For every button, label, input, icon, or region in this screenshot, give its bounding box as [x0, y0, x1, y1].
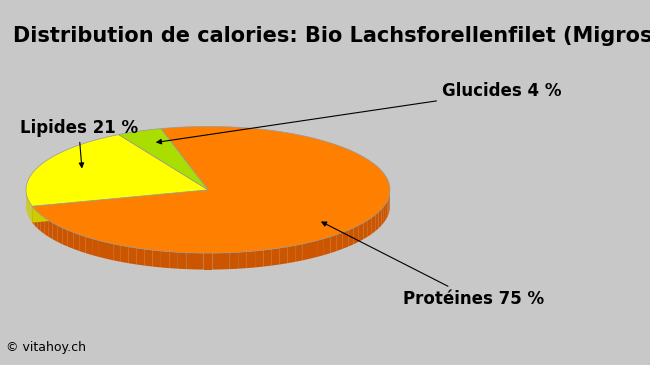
Polygon shape	[86, 237, 92, 255]
Polygon shape	[303, 242, 310, 260]
Polygon shape	[48, 220, 53, 239]
Polygon shape	[26, 135, 208, 206]
Text: Glucides 4 %: Glucides 4 %	[157, 82, 562, 144]
Text: Lipides 21 %: Lipides 21 %	[20, 119, 138, 168]
Polygon shape	[343, 230, 348, 249]
Polygon shape	[136, 248, 144, 266]
Polygon shape	[53, 223, 57, 242]
Polygon shape	[330, 235, 337, 253]
Polygon shape	[41, 215, 44, 234]
Polygon shape	[129, 247, 136, 265]
Polygon shape	[195, 253, 203, 270]
Polygon shape	[238, 252, 247, 269]
Polygon shape	[121, 245, 129, 263]
Polygon shape	[386, 200, 387, 220]
Polygon shape	[337, 233, 343, 251]
Polygon shape	[213, 253, 221, 270]
Polygon shape	[348, 228, 354, 247]
Polygon shape	[169, 252, 178, 269]
Polygon shape	[263, 249, 272, 266]
Polygon shape	[375, 212, 378, 231]
Polygon shape	[187, 253, 195, 269]
Polygon shape	[384, 203, 386, 223]
Polygon shape	[324, 237, 330, 255]
Polygon shape	[144, 249, 153, 266]
Polygon shape	[363, 220, 368, 239]
Polygon shape	[57, 225, 62, 244]
Polygon shape	[203, 253, 213, 270]
Polygon shape	[317, 239, 324, 257]
Polygon shape	[38, 212, 41, 231]
Polygon shape	[295, 244, 303, 262]
Polygon shape	[62, 228, 68, 247]
Polygon shape	[34, 209, 38, 228]
Polygon shape	[113, 244, 121, 262]
Polygon shape	[99, 241, 106, 259]
Polygon shape	[221, 253, 229, 269]
Polygon shape	[68, 230, 73, 249]
Polygon shape	[387, 197, 389, 217]
Polygon shape	[106, 242, 113, 260]
Polygon shape	[354, 225, 359, 244]
Polygon shape	[44, 218, 48, 237]
Polygon shape	[32, 190, 208, 223]
Polygon shape	[119, 128, 208, 190]
Polygon shape	[247, 251, 255, 268]
Polygon shape	[153, 250, 161, 268]
Polygon shape	[280, 247, 287, 265]
Polygon shape	[382, 206, 383, 226]
Polygon shape	[272, 248, 280, 266]
Polygon shape	[255, 250, 263, 268]
Polygon shape	[79, 235, 86, 253]
Polygon shape	[368, 218, 372, 237]
Text: Protéines 75 %: Protéines 75 %	[322, 222, 544, 308]
Polygon shape	[32, 206, 34, 226]
Polygon shape	[359, 223, 363, 242]
Polygon shape	[287, 245, 295, 263]
Polygon shape	[32, 190, 208, 223]
Polygon shape	[178, 252, 187, 269]
Polygon shape	[229, 252, 238, 269]
Text: © vitahoy.ch: © vitahoy.ch	[6, 341, 86, 354]
Text: Distribution de calories: Bio Lachsforellenfilet (Migros): Distribution de calories: Bio Lachsforel…	[13, 26, 650, 46]
Polygon shape	[161, 251, 169, 268]
Polygon shape	[73, 233, 79, 251]
Polygon shape	[32, 126, 390, 253]
Polygon shape	[378, 209, 382, 228]
Polygon shape	[310, 241, 317, 259]
Polygon shape	[372, 215, 375, 234]
Polygon shape	[92, 239, 99, 257]
